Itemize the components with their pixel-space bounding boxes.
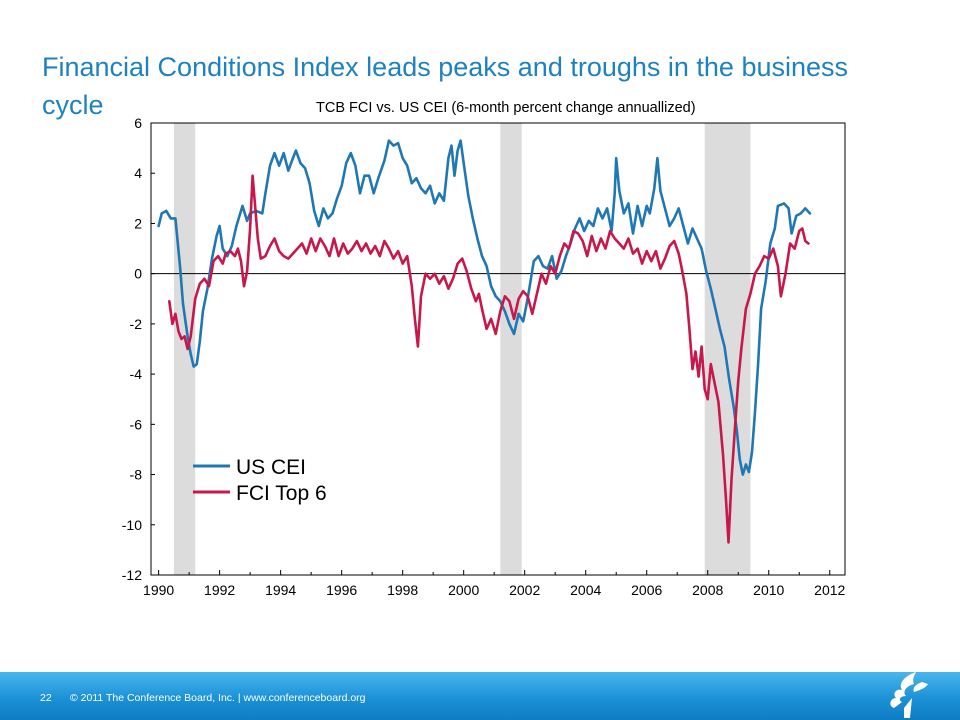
- y-tick-label: 6: [134, 115, 142, 131]
- x-axis: 1990 1992 1994 1996 1998 2000 2002 2004 2006 2008…: [143, 570, 846, 598]
- series-line-fci-top-6: [168, 174, 810, 544]
- legend-label: FCI Top 6: [236, 482, 327, 505]
- series-lines: [157, 139, 812, 544]
- recession-band: [500, 123, 522, 575]
- x-tick-label: 2012: [814, 582, 845, 598]
- y-tick-label: -2: [130, 316, 143, 332]
- y-tick-label: 2: [134, 215, 142, 231]
- slide-title: Financial Conditions Index leads peaks a…: [42, 52, 849, 120]
- x-tick-label: 1992: [204, 582, 235, 598]
- x-tick-label: 2000: [448, 582, 479, 598]
- x-tick-label: 2010: [753, 582, 784, 598]
- chart-title: TCB FCI vs. US CEI (6-month percent chan…: [316, 100, 696, 116]
- y-tick-label: 0: [134, 266, 142, 282]
- recession-band: [173, 123, 196, 575]
- x-tick-label: 2006: [631, 582, 662, 598]
- legend: US CEI FCI Top 6: [193, 456, 327, 505]
- y-tick-label: -8: [130, 467, 143, 483]
- plot-frame: [150, 122, 846, 576]
- y-axis: 6 4 2 0 -2 -4 -6 -8 -10 -12: [122, 115, 155, 583]
- recession-bands: [173, 123, 751, 575]
- x-tick-label: 1994: [265, 582, 296, 598]
- x-tick-label: 1996: [326, 582, 357, 598]
- y-tick-label: 4: [134, 165, 142, 181]
- recession-band: [704, 123, 751, 575]
- y-tick-label: -6: [130, 416, 143, 432]
- series-line-us-cei: [157, 139, 812, 476]
- x-tick-label: 1990: [143, 582, 174, 598]
- y-tick-label: -10: [122, 517, 142, 533]
- page-number: 22: [40, 692, 52, 704]
- x-tick-label: 2004: [570, 582, 601, 598]
- x-tick-label: 2002: [509, 582, 540, 598]
- x-tick-label: 2008: [692, 582, 723, 598]
- footer-bar: [0, 672, 960, 720]
- y-tick-label: -4: [130, 366, 143, 382]
- conference-board-logo-icon: [890, 672, 928, 718]
- footer-copyright: © 2011 The Conference Board, Inc. | www.…: [70, 692, 366, 704]
- x-tick-label: 1998: [387, 582, 418, 598]
- legend-label: US CEI: [236, 456, 306, 479]
- y-tick-label: -12: [122, 567, 142, 583]
